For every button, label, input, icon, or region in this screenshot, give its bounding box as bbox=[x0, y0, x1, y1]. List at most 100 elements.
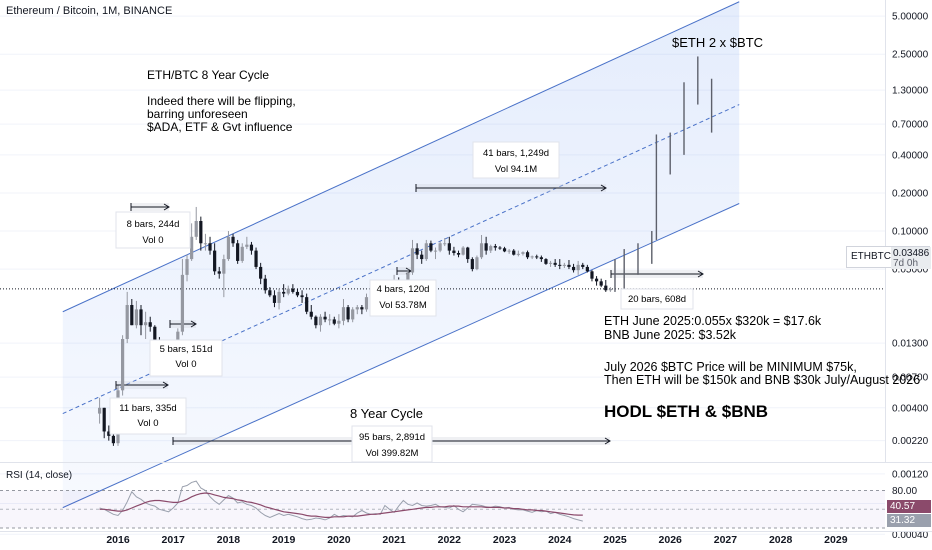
y-tick-label: 1.30000 bbox=[892, 86, 929, 97]
candle-body bbox=[429, 243, 433, 251]
candle-body bbox=[300, 295, 304, 298]
candle-body bbox=[295, 291, 300, 296]
candle bbox=[222, 254, 226, 298]
candle bbox=[254, 247, 258, 270]
rsi-value-tag: 40.57 bbox=[887, 500, 931, 513]
y-tick-label: 0.00040 bbox=[892, 530, 929, 541]
candle-body bbox=[535, 256, 539, 258]
cycle-title: ETH/BTC 8 Year Cycle bbox=[147, 68, 269, 82]
candle-body bbox=[420, 254, 424, 260]
candle-body bbox=[466, 247, 470, 260]
candle bbox=[608, 287, 612, 292]
candle bbox=[341, 299, 346, 326]
measure-box-6[interactable]: 20 bars, 608d bbox=[620, 288, 694, 310]
candle bbox=[139, 305, 143, 336]
measure-box-5[interactable]: 41 bars, 1,249d Vol 94.1M bbox=[472, 141, 560, 179]
projection-bars bbox=[614, 56, 713, 292]
candle bbox=[180, 259, 185, 336]
candle-body bbox=[185, 259, 189, 275]
candle bbox=[507, 249, 511, 254]
candle-body bbox=[516, 253, 520, 255]
candle-body bbox=[484, 243, 488, 251]
candle bbox=[240, 243, 244, 263]
note-line-2: barring unforeseen bbox=[147, 107, 248, 121]
candle-body bbox=[194, 221, 198, 237]
candle-body bbox=[199, 221, 203, 244]
candle bbox=[364, 293, 369, 312]
candle bbox=[567, 259, 571, 270]
measure-vol: Vol 0 bbox=[175, 359, 196, 370]
measure-vol: Vol 0 bbox=[142, 235, 163, 246]
measure-bars: 20 bars, 608d bbox=[628, 294, 686, 305]
x-tick-label: 2026 bbox=[659, 534, 683, 546]
y-tick-label: 0.00700 bbox=[892, 373, 929, 384]
candle-body bbox=[102, 407, 106, 432]
measure-box-1[interactable]: 8 bars, 244d Vol 0 bbox=[115, 211, 191, 249]
candle-body bbox=[502, 248, 507, 252]
x-tick-label: 2017 bbox=[162, 534, 186, 546]
candle bbox=[194, 206, 198, 240]
x-tick-label: 2027 bbox=[714, 534, 738, 546]
candle bbox=[594, 276, 599, 286]
candle bbox=[282, 284, 286, 298]
candle-body bbox=[323, 316, 327, 320]
chart-header-title: Ethereum / Bitcoin, 1M, BINANCE bbox=[6, 5, 173, 17]
candle-body bbox=[180, 274, 185, 332]
candle bbox=[484, 236, 488, 255]
candle bbox=[268, 287, 272, 298]
x-tick-label: 2018 bbox=[217, 534, 241, 546]
candle bbox=[328, 314, 332, 326]
x-tick-label: 2023 bbox=[493, 534, 517, 546]
july-line-2: Then ETH will be $150k and BNB $30k July… bbox=[604, 373, 920, 387]
candle bbox=[535, 254, 539, 260]
x-axis: 2016 2017 2018 2019 2020 2021 2022 2023 2024 2025… bbox=[0, 462, 932, 546]
candle bbox=[286, 285, 290, 296]
candle bbox=[272, 290, 277, 308]
rsi-label: RSI (14, close) bbox=[6, 470, 73, 481]
x-tick-label: 2024 bbox=[548, 534, 572, 546]
candle bbox=[355, 305, 359, 315]
eth-2x-label: $ETH 2 x $BTC bbox=[672, 35, 763, 50]
measure-arrow-head bbox=[190, 320, 197, 328]
rsi-band bbox=[0, 490, 885, 528]
candle-body bbox=[226, 236, 231, 260]
measure-box-3[interactable]: 11 bars, 335d Vol 0 bbox=[109, 397, 187, 435]
measure-box-4[interactable]: 4 bars, 120d Vol 53.78M bbox=[369, 279, 437, 317]
note-line-3: $ADA, ETF & Gvt influence bbox=[147, 120, 293, 134]
candle bbox=[558, 259, 562, 270]
candle bbox=[277, 288, 281, 310]
measure-bars: 11 bars, 335d bbox=[119, 403, 176, 414]
y-axis: 9.000005.000002.500001.300000.700000.400… bbox=[885, 0, 929, 541]
candle bbox=[208, 236, 212, 255]
candle bbox=[415, 243, 419, 260]
y-tick-label: 0.40000 bbox=[892, 150, 929, 161]
candle-body bbox=[282, 291, 286, 294]
candle-body bbox=[97, 407, 102, 414]
note-line-1: Indeed there will be flipping, bbox=[147, 94, 296, 108]
candle-body bbox=[213, 250, 217, 272]
candle-body bbox=[148, 322, 152, 327]
measure-box-2[interactable]: 5 bars, 151d Vol 0 bbox=[149, 339, 223, 377]
measure-vol: Vol 0 bbox=[137, 418, 158, 429]
candle-body bbox=[525, 252, 530, 258]
candle bbox=[420, 250, 424, 264]
candle-body bbox=[530, 256, 534, 258]
candle-body bbox=[217, 271, 221, 274]
candle-body bbox=[236, 243, 240, 261]
candle-body bbox=[608, 288, 612, 291]
candle bbox=[199, 216, 203, 251]
candle-body bbox=[259, 266, 263, 279]
y-tick-label: 0.20000 bbox=[892, 188, 929, 199]
measure-box-7[interactable]: 95 bars, 2,891d Vol 399.82M bbox=[351, 425, 433, 463]
candle bbox=[502, 246, 507, 253]
candle-body bbox=[144, 322, 148, 326]
last-price-tag: ETHBTC 0.03486 7d 0h bbox=[846, 246, 931, 269]
candle-body bbox=[245, 244, 249, 247]
candle-body bbox=[567, 264, 571, 267]
candle bbox=[125, 291, 129, 344]
candle-body bbox=[553, 262, 557, 265]
candle-body bbox=[332, 319, 336, 324]
candle-body bbox=[231, 236, 235, 244]
candle bbox=[553, 259, 557, 267]
candle-body bbox=[249, 244, 254, 251]
